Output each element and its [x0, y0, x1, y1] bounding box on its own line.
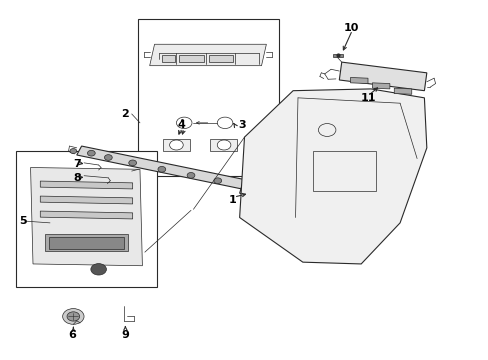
Text: 7: 7	[73, 159, 81, 169]
Bar	[49, 237, 123, 249]
Bar	[312, 152, 375, 191]
Circle shape	[70, 149, 77, 154]
Circle shape	[104, 155, 112, 160]
Circle shape	[87, 150, 95, 156]
Bar	[210, 139, 237, 152]
Circle shape	[187, 172, 195, 178]
Text: 6: 6	[68, 330, 76, 341]
Polygon shape	[77, 146, 264, 193]
Polygon shape	[393, 88, 411, 94]
Text: 11: 11	[360, 93, 375, 103]
Polygon shape	[239, 89, 426, 264]
Text: 3: 3	[238, 120, 245, 130]
Bar	[162, 55, 175, 63]
Bar	[137, 19, 278, 176]
Polygon shape	[372, 83, 389, 89]
Text: 2: 2	[121, 109, 129, 119]
Polygon shape	[30, 167, 142, 266]
Text: 9: 9	[121, 330, 129, 341]
Polygon shape	[40, 196, 132, 204]
Bar	[45, 234, 127, 251]
Circle shape	[128, 160, 136, 166]
Bar	[163, 139, 189, 152]
Polygon shape	[149, 44, 266, 66]
Bar	[16, 152, 157, 287]
Circle shape	[91, 264, 106, 275]
Text: 1: 1	[228, 195, 236, 204]
Text: 4: 4	[177, 120, 185, 130]
Polygon shape	[40, 211, 132, 219]
Text: 5: 5	[20, 216, 27, 226]
Bar	[208, 55, 232, 63]
Circle shape	[213, 178, 221, 184]
Bar	[333, 54, 343, 58]
Polygon shape	[239, 185, 266, 200]
Circle shape	[62, 309, 84, 324]
Text: 8: 8	[73, 173, 81, 183]
Polygon shape	[350, 77, 367, 84]
Circle shape	[158, 166, 165, 172]
Circle shape	[217, 140, 230, 150]
Polygon shape	[339, 62, 426, 91]
Circle shape	[169, 140, 183, 150]
Circle shape	[176, 117, 192, 129]
Polygon shape	[40, 181, 132, 189]
Circle shape	[217, 117, 232, 129]
Circle shape	[244, 187, 260, 198]
Circle shape	[67, 312, 80, 321]
Text: 10: 10	[343, 23, 358, 33]
Bar	[179, 55, 203, 63]
